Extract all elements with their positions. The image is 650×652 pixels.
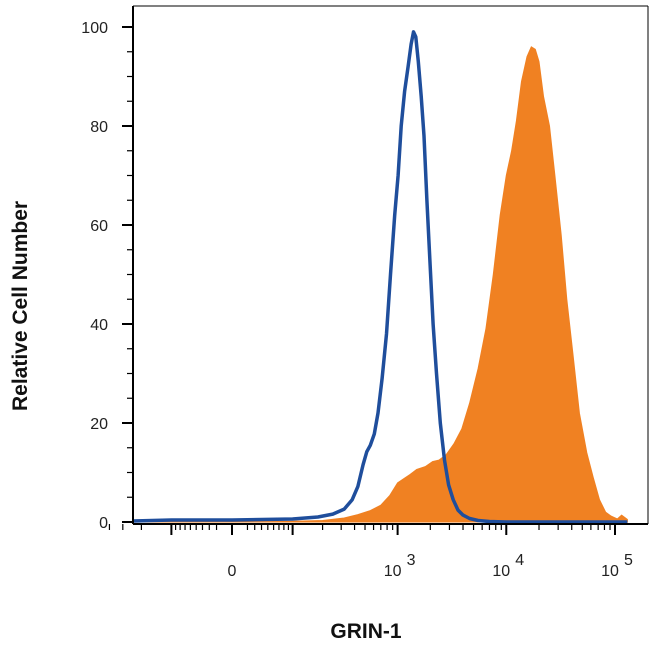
series-layer: [133, 30, 628, 524]
x-tick-exponent: 5: [624, 552, 633, 569]
x-axis-title: GRIN-1: [330, 620, 401, 643]
x-tick-label: 0: [228, 563, 237, 580]
series-1-outline-histogram: [133, 30, 628, 524]
y-tick-label: 80: [90, 119, 108, 136]
y-tick-label: 100: [81, 20, 108, 37]
x-tick-label: 10: [601, 563, 619, 580]
y-axis-title: Relative Cell Number: [9, 201, 32, 411]
y-tick-label: 40: [90, 317, 108, 334]
y-tick-label: 0: [99, 515, 108, 532]
x-tick-exponent: 4: [515, 552, 524, 569]
x-tick-label: 10: [384, 563, 402, 580]
y-tick-label: 60: [90, 218, 108, 235]
series-0-filled-histogram: [133, 46, 628, 523]
x-tick-label: 10: [492, 563, 510, 580]
x-tick-exponent: 3: [407, 552, 416, 569]
labels-layer: 0 20 40 60 80 100 0 10 3 10 4 10 5: [81, 20, 633, 580]
axes-layer: [108, 5, 649, 535]
y-tick-label: 20: [90, 416, 108, 433]
